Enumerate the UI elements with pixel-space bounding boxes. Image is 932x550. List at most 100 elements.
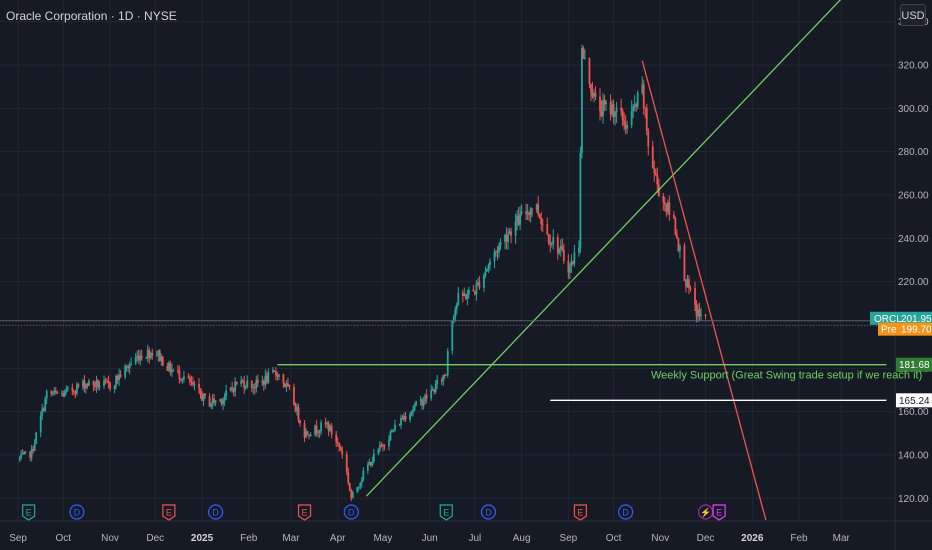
candle-body	[662, 195, 665, 203]
candle-body	[74, 391, 77, 394]
candle-body	[478, 282, 481, 288]
candle-body	[600, 110, 603, 117]
candle-body	[698, 309, 701, 317]
candle-body	[211, 398, 214, 404]
candle-body	[630, 111, 633, 126]
candle-body	[609, 102, 612, 115]
candle-body	[232, 388, 235, 392]
candle-body	[51, 393, 54, 395]
candle-body	[178, 370, 181, 379]
candle-body	[265, 375, 268, 383]
candle-body	[267, 372, 270, 383]
candle-body	[440, 379, 443, 382]
candle-body	[157, 350, 160, 356]
event-marker-earnings[interactable]	[297, 504, 312, 521]
candle-body	[413, 405, 416, 410]
candle-body	[20, 453, 23, 458]
candle-body	[493, 251, 496, 262]
candle-body	[380, 444, 383, 446]
candle-body	[546, 224, 549, 235]
candle-body	[531, 208, 534, 210]
candle-body	[294, 405, 297, 412]
candle-body	[315, 425, 318, 433]
candle-body	[145, 358, 148, 359]
candle-body	[161, 356, 164, 366]
candle-body	[54, 390, 57, 393]
candle-body	[665, 204, 668, 212]
candle-body	[83, 380, 86, 389]
event-marker-earnings[interactable]	[22, 504, 36, 521]
candle-body	[573, 252, 576, 264]
uptrend-line[interactable]	[365, 0, 877, 497]
candle-body	[496, 251, 499, 253]
candle-body	[484, 271, 487, 276]
candle-body	[454, 309, 457, 317]
candle-body	[98, 385, 101, 388]
candle-body	[388, 440, 390, 447]
event-marker-dividend[interactable]	[207, 504, 224, 520]
event-marker-earnings[interactable]	[712, 504, 726, 521]
candle-body	[56, 392, 59, 394]
candle-body	[199, 388, 202, 395]
candle-body	[208, 396, 211, 407]
candle-body	[495, 251, 497, 253]
candle-body	[309, 434, 312, 437]
candle-body	[264, 375, 267, 385]
candle-body	[30, 449, 33, 458]
candle-body	[234, 381, 237, 392]
candle-body	[170, 369, 173, 373]
candle-body	[278, 374, 280, 377]
downtrend-line[interactable]	[641, 60, 767, 521]
event-marker-earnings[interactable]	[162, 504, 176, 521]
candle-body	[379, 444, 381, 450]
candle-body	[602, 99, 604, 117]
candle-body	[136, 355, 139, 358]
candle-body	[519, 213, 522, 225]
candle-body	[651, 146, 654, 169]
candle-body	[146, 349, 149, 359]
candle-body	[486, 268, 488, 272]
candle-body	[700, 314, 702, 317]
candle-body	[615, 107, 618, 113]
candle-body	[487, 264, 490, 269]
candle-body	[389, 431, 392, 441]
candle-body	[455, 304, 458, 310]
candle-body	[167, 362, 170, 371]
currency-button[interactable]: USD	[900, 4, 926, 26]
candle-body	[285, 383, 288, 387]
candle-body	[401, 417, 404, 420]
candle-body	[119, 374, 122, 378]
event-marker-dividend[interactable]	[618, 504, 634, 520]
candle-body	[214, 400, 217, 403]
candle-body	[549, 242, 552, 245]
candle-body	[697, 309, 699, 317]
candle-body	[284, 383, 286, 387]
candle-body	[654, 172, 657, 175]
event-marker-earnings[interactable]	[439, 504, 453, 521]
candle-body	[679, 245, 681, 251]
event-marker-dividend[interactable]	[480, 504, 497, 520]
candle-body	[403, 416, 405, 420]
candle-body	[176, 369, 179, 371]
candle-body	[466, 294, 469, 300]
candle-body	[125, 365, 128, 367]
candle-body	[529, 208, 532, 216]
candle-body	[620, 107, 623, 111]
candle-body	[306, 431, 309, 435]
candle-body	[552, 237, 555, 244]
candle-body	[467, 289, 470, 295]
candle-body	[220, 399, 223, 405]
candle-body	[305, 431, 307, 438]
candle-body	[324, 422, 327, 425]
candle-body	[104, 380, 107, 382]
candle-body	[685, 280, 687, 287]
candle-body	[507, 234, 509, 242]
candle-body	[113, 385, 116, 390]
candle-body	[676, 234, 678, 239]
event-marker-dividend[interactable]	[69, 504, 85, 520]
candle-body	[262, 380, 265, 385]
event-marker-earnings[interactable]	[573, 504, 588, 521]
event-marker-dividend[interactable]	[343, 504, 359, 520]
